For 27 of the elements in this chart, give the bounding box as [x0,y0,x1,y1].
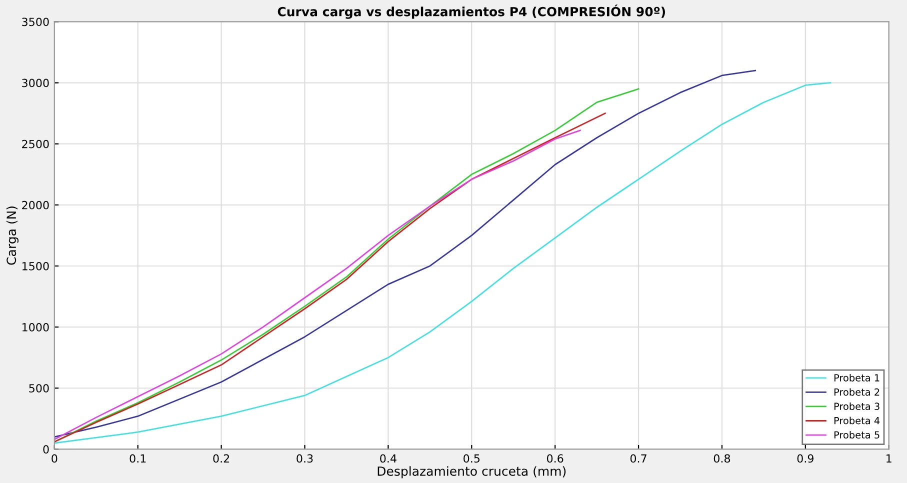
x-tick-label: 0.1 [130,454,146,463]
x-axis-title: Desplazamiento cruceta (mm) [378,466,566,478]
legend-label: Probeta 1 [834,374,880,382]
legend-label: Probeta 3 [834,402,880,410]
y-tick-label: 500 [29,384,49,393]
x-tick-label: 0.3 [296,454,313,463]
y-tick-label: 1500 [22,262,49,270]
y-tick-label: 1000 [22,323,49,332]
legend-label: Probeta 2 [834,388,880,396]
y-axis-title: Carga (N) [6,206,19,265]
chart-title: Curva carga vs desplazamientos P4 (COMPRESIÓN 90º) [278,4,666,19]
x-tick-label: 1 [886,454,892,462]
x-tick-label: 0.5 [464,454,480,463]
y-tick-label: 3500 [22,18,49,26]
legend-label: Probeta 4 [834,416,880,424]
x-tick-label: 0.7 [630,454,646,463]
legend-label: Probeta 5 [834,431,880,439]
x-tick-label: 0.2 [213,454,230,463]
y-tick-label: 2500 [22,140,49,148]
y-tick-label: 2000 [22,200,49,210]
x-tick-label: 0 [52,454,58,463]
x-tick-label: 0.8 [714,454,730,463]
x-tick-label: 0.4 [380,454,396,463]
y-tick-label: 0 [43,445,49,454]
x-tick-label: 0.9 [797,454,814,463]
y-tick-label: 3000 [22,78,49,88]
x-tick-label: 0.6 [546,454,564,463]
